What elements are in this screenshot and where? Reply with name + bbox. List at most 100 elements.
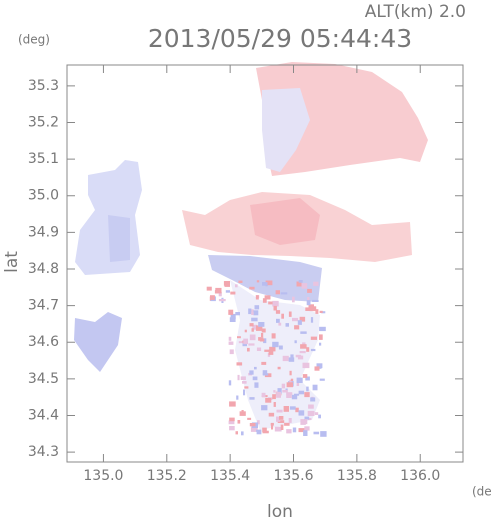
echo-speckle (228, 336, 232, 341)
echo-speckle (273, 402, 276, 407)
echo-speckle (281, 313, 284, 319)
echo-speckle (286, 392, 292, 398)
echo-speckle (285, 323, 289, 327)
y-tick-label: 35.1 (28, 151, 59, 167)
echo-speckle (275, 310, 281, 314)
echo-speckle (265, 398, 272, 403)
echo-speckle (313, 431, 320, 435)
echo-speckle (310, 336, 317, 340)
echo-speckle (251, 328, 254, 332)
echo-speckle (307, 288, 312, 293)
echo-speckle (297, 355, 304, 360)
echo-speckle (306, 300, 311, 306)
echo-speckle (304, 392, 310, 398)
echo-speckle (228, 420, 235, 425)
echo-speckle (276, 409, 283, 413)
echo-speckle (281, 383, 286, 389)
echo-speckle (301, 283, 308, 289)
echo-speckle (321, 311, 326, 314)
echo-region (208, 255, 322, 302)
x-tick-label: 135.0 (83, 468, 123, 484)
echo-speckle (312, 384, 318, 391)
x-axis-label: lon (267, 502, 293, 521)
y-tick-label: 35.0 (28, 188, 59, 204)
echo-speckle (316, 363, 323, 369)
echo-speckle (258, 322, 265, 327)
echo-speckle (285, 388, 288, 391)
echo-speckle (262, 282, 269, 286)
echo-speckle (302, 374, 308, 378)
echo-speckle (247, 347, 250, 352)
echo-speckle (256, 429, 262, 435)
echo-speckle (274, 426, 282, 432)
echo-speckle (310, 317, 314, 323)
echo-speckle (298, 428, 306, 433)
echo-speckle (297, 320, 302, 325)
echo-speckle (262, 370, 268, 376)
echo-speckle (309, 306, 317, 312)
echo-speckle (278, 322, 282, 326)
echo-speckle (236, 362, 243, 366)
echo-speckle (255, 295, 259, 300)
echo-speckle (288, 311, 292, 317)
echo-speckle (269, 346, 276, 352)
x-unit: (deg) (472, 485, 491, 499)
echo-speckle (277, 366, 281, 370)
echo-speckle (312, 299, 319, 302)
echo-speckle (264, 295, 271, 300)
echo-speckle (288, 418, 292, 423)
echo-speckle (306, 347, 310, 352)
echo-speckle (300, 344, 307, 349)
echo-speckle (235, 312, 240, 316)
echo-speckle (285, 406, 288, 411)
echo-speckle (296, 281, 302, 287)
echo-speckle (307, 410, 315, 416)
y-unit: (deg) (18, 33, 50, 47)
echo-speckle (230, 291, 236, 295)
echo-speckle (289, 379, 292, 385)
echo-speckle (250, 426, 258, 432)
echo-region (74, 312, 122, 372)
echo-speckle (237, 336, 241, 339)
echo-speckle (225, 290, 230, 293)
echo-speckle (292, 427, 297, 433)
echo-speckle (273, 305, 277, 311)
echo-speckle (251, 309, 254, 313)
echo-speckle (278, 345, 283, 350)
echo-speckle (291, 394, 298, 400)
echo-speckle (263, 338, 267, 344)
echo-speckle (265, 280, 273, 286)
echo-speckle (249, 323, 254, 327)
echo-speckle (268, 349, 274, 355)
echo-speckle (282, 355, 289, 362)
echo-speckle (313, 281, 319, 286)
echo-speckle (314, 412, 319, 415)
echo-speckle (240, 376, 246, 380)
echo-speckle (302, 342, 306, 345)
echo-speckle (270, 422, 274, 426)
echo-speckle (249, 423, 256, 427)
echo-speckle (294, 393, 300, 396)
x-tick-label: 135.2 (147, 468, 187, 484)
echo-speckle (241, 410, 244, 415)
echo-speckle (262, 427, 267, 433)
echo-speckle (254, 382, 259, 388)
echo-region (250, 198, 320, 245)
echo-speckle (306, 386, 309, 392)
echo-speckle (238, 341, 245, 344)
chart-title: 2013/05/29 05:44:43 (148, 24, 412, 53)
echo-speckle (296, 380, 300, 386)
y-tick-label: 34.7 (28, 298, 59, 314)
echo-speckle (319, 378, 325, 381)
echo-speckle (265, 282, 268, 287)
x-tick-label: 135.4 (210, 468, 250, 484)
echo-speckle (272, 300, 279, 307)
echo-speckle (261, 333, 264, 337)
echo-speckle (228, 309, 234, 315)
echo-speckle (228, 380, 232, 386)
echo-speckle (256, 325, 263, 331)
echo-speckle (292, 296, 295, 303)
y-tick-label: 35.3 (28, 78, 59, 94)
echo-speckle (320, 431, 327, 437)
echo-speckle (319, 326, 326, 332)
